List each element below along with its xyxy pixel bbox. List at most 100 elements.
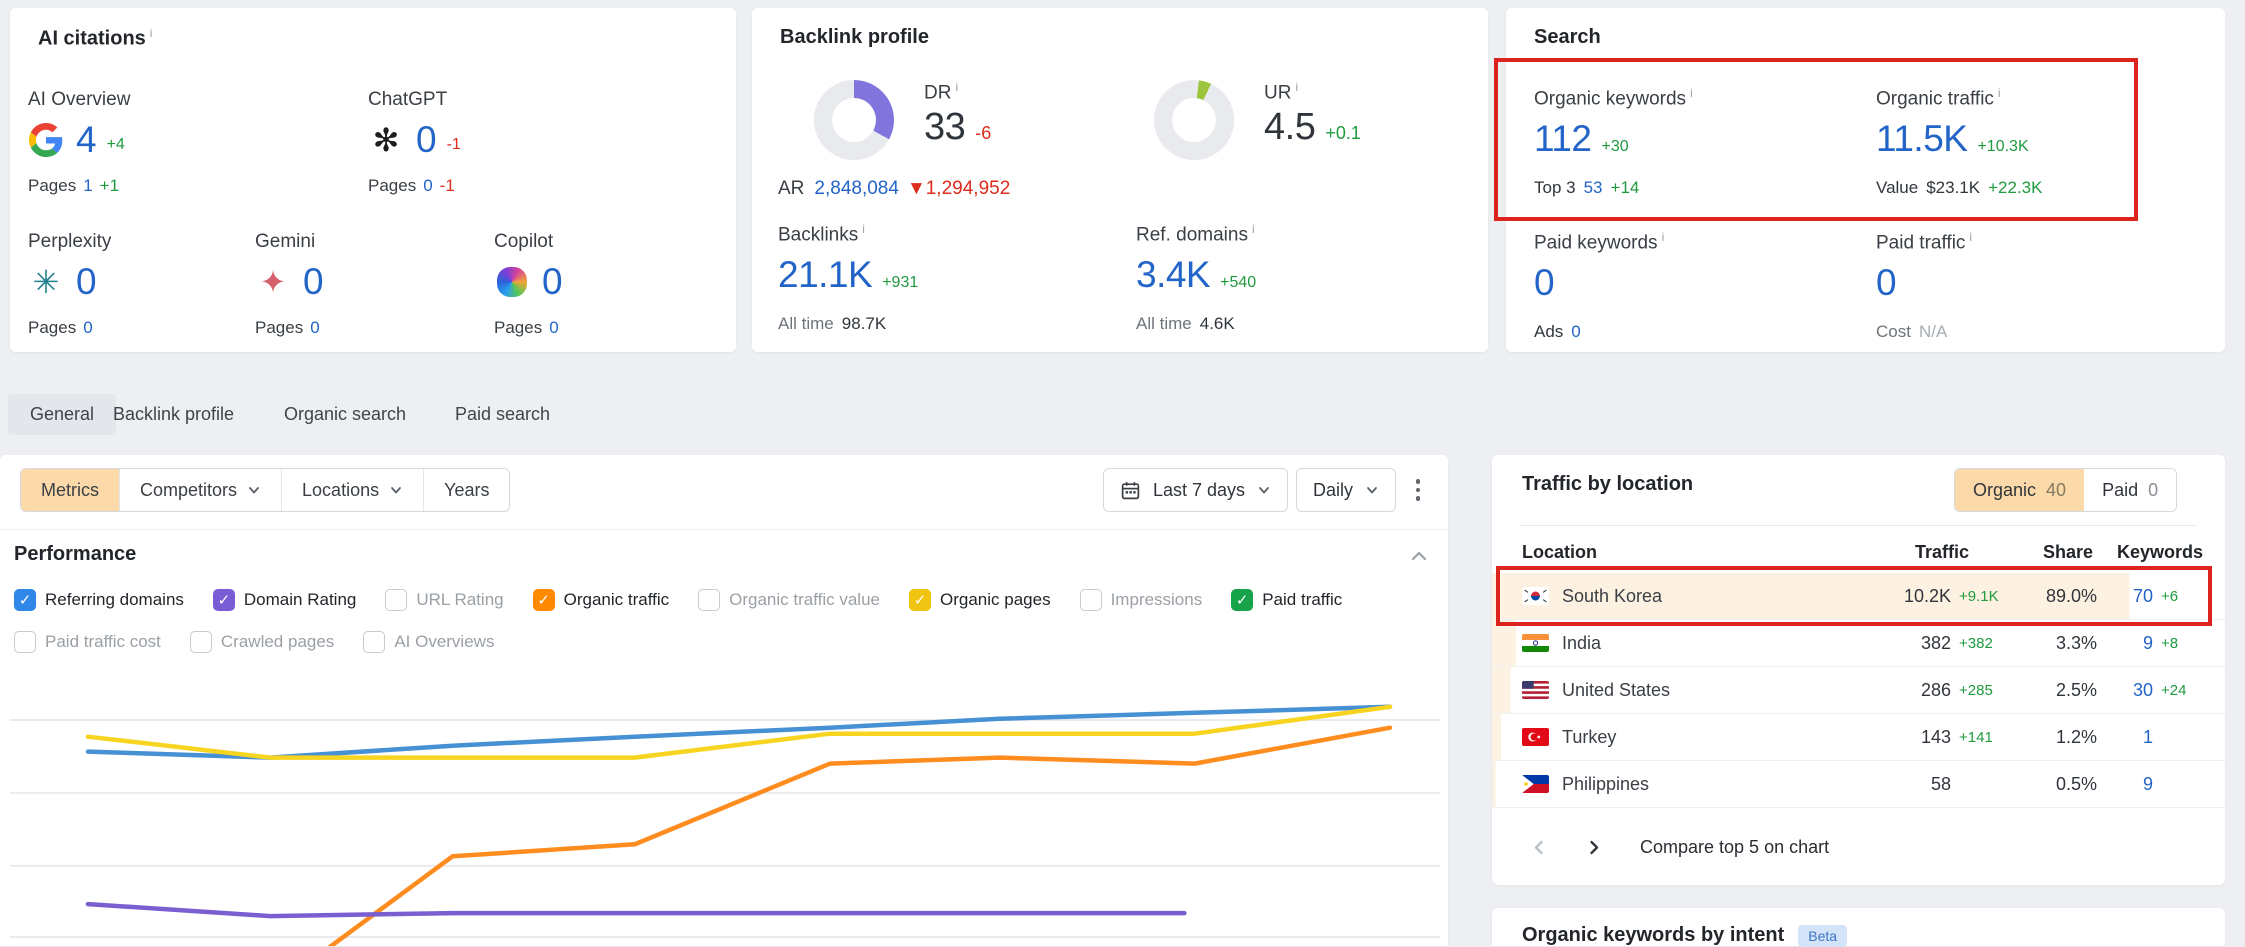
info-icon[interactable] bbox=[1690, 86, 1693, 100]
keywords-delta: +24 bbox=[2161, 681, 2187, 699]
paid-toggle-label: Paid bbox=[2102, 479, 2139, 500]
table-row-india[interactable]: India 382 +382 3.3% 9 +8 bbox=[1492, 620, 2225, 667]
info-icon[interactable] bbox=[1998, 86, 2001, 100]
table-row-south-korea[interactable]: South Korea 10.2K +9.1K 89.0% 70 +6 bbox=[1492, 573, 2225, 620]
backlinks-metric-value[interactable]: 21.1K bbox=[778, 254, 873, 296]
dr-donut-chart bbox=[814, 80, 894, 160]
organic-keywords-metric-value[interactable]: 112 bbox=[1534, 118, 1592, 160]
ai-source-label: ChatGPT bbox=[368, 89, 448, 110]
chart-line-domain-rating bbox=[85, 901, 1187, 919]
info-icon[interactable] bbox=[955, 80, 958, 94]
metric-checkbox-organic-traffic-value[interactable]: Organic traffic value bbox=[698, 589, 880, 611]
metric-checkbox-row: Paid traffic cost Crawled pages AI Overvie… bbox=[14, 631, 494, 653]
tab-organic-search[interactable]: Organic search bbox=[284, 404, 407, 424]
backlink-profile-card: Backlink profile DR 33 -6 UR 4.5 +0.1 AR 2,… bbox=[752, 8, 1488, 352]
info-icon[interactable] bbox=[1969, 230, 1972, 244]
locations-button[interactable]: Locations bbox=[282, 469, 425, 511]
next-page-icon[interactable] bbox=[1576, 830, 1610, 864]
ref-domains-metric-value-row: 3.4K +540 bbox=[1136, 254, 1256, 296]
chevron-down-icon bbox=[1257, 483, 1271, 497]
competitors-button-label: Competitors bbox=[140, 479, 238, 500]
checkbox[interactable] bbox=[212, 589, 235, 611]
ai-citation-value: ✳ 0 bbox=[28, 261, 97, 303]
checkbox[interactable] bbox=[1231, 589, 1254, 611]
calendar-icon bbox=[1120, 480, 1141, 501]
years-button[interactable]: Years bbox=[424, 469, 509, 511]
chart-line-organic-traffic bbox=[327, 725, 1393, 946]
ai-citations-title: AI citations bbox=[38, 26, 152, 51]
paid-keywords-metric-label-text: Paid keywords bbox=[1534, 232, 1658, 254]
metric-checkbox-organic-traffic[interactable]: Organic traffic bbox=[532, 589, 669, 611]
info-icon[interactable] bbox=[862, 222, 865, 236]
compare-top5-link[interactable]: Compare top 5 on chart bbox=[1640, 836, 1830, 857]
keywords-value[interactable]: 30 bbox=[2132, 679, 2153, 700]
table-row-philippines[interactable]: Philippines 58 0.5% 9 bbox=[1492, 761, 2225, 808]
keywords-value[interactable]: 1 bbox=[2142, 726, 2153, 747]
metric-checkbox-url-rating[interactable]: URL Rating bbox=[385, 589, 504, 611]
checkbox-label: Impressions bbox=[1110, 590, 1203, 609]
divider bbox=[0, 529, 1448, 530]
table-row-united-states[interactable]: United States 286 +285 2.5% 30 +24 bbox=[1492, 667, 2225, 714]
paid-count: 0 bbox=[2148, 479, 2159, 500]
chevron-up-icon[interactable] bbox=[1410, 549, 1428, 568]
keywords-value[interactable]: 70 bbox=[2132, 585, 2153, 606]
checkbox[interactable] bbox=[385, 589, 408, 611]
metric-checkbox-organic-pages[interactable]: Organic pages bbox=[909, 589, 1051, 611]
checkbox[interactable] bbox=[14, 631, 36, 653]
info-icon[interactable] bbox=[1662, 230, 1665, 244]
metric-checkbox-crawled-pages[interactable]: Crawled pages bbox=[189, 631, 334, 653]
metric-checkbox-paid-traffic-cost[interactable]: Paid traffic cost bbox=[14, 631, 161, 653]
organic-traffic-metric-value[interactable]: 11.5K bbox=[1876, 118, 1968, 160]
info-icon[interactable] bbox=[150, 26, 153, 40]
performance-line-chart bbox=[10, 704, 1440, 946]
metric-checkbox-referring-domains[interactable]: Referring domains bbox=[14, 589, 184, 611]
checkbox[interactable] bbox=[909, 589, 931, 611]
ai-source-label: Copilot bbox=[494, 231, 554, 252]
tab-paid-search[interactable]: Paid search bbox=[455, 404, 551, 424]
ref-domains-metric-value[interactable]: 3.4K bbox=[1136, 254, 1211, 296]
paid-keywords-metric-value[interactable]: 0 bbox=[1534, 262, 1555, 304]
checkbox[interactable] bbox=[532, 589, 555, 611]
ai-source-label: Perplexity bbox=[28, 231, 112, 252]
location-table-pager: Compare top 5 on chart bbox=[1492, 819, 2225, 875]
date-range-dropdown[interactable]: Last 7 days bbox=[1103, 468, 1289, 512]
granularity-dropdown[interactable]: Daily bbox=[1296, 468, 1397, 512]
info-icon[interactable] bbox=[1295, 80, 1298, 94]
keywords-value[interactable]: 9 bbox=[2142, 632, 2153, 653]
share-value: 89.0% bbox=[2045, 585, 2097, 606]
paid-traffic-metric-value[interactable]: 0 bbox=[1876, 262, 1897, 304]
metric-checkbox-impressions[interactable]: Impressions bbox=[1079, 589, 1203, 611]
column-header-traffic: Traffic bbox=[1914, 541, 1969, 562]
info-icon[interactable] bbox=[1252, 222, 1255, 236]
competitors-button[interactable]: Competitors bbox=[120, 469, 283, 511]
prev-page-icon[interactable] bbox=[1522, 830, 1556, 864]
checkbox[interactable] bbox=[363, 631, 386, 653]
organic-traffic-metric-sub-item: +22.3K bbox=[1988, 178, 2043, 197]
metric-checkbox-paid-traffic[interactable]: Paid traffic bbox=[1231, 589, 1342, 611]
table-row-turkey[interactable]: Turkey 143 +141 1.2% 1 bbox=[1492, 714, 2225, 761]
share-value: 3.3% bbox=[2055, 632, 2097, 653]
checkbox[interactable] bbox=[698, 589, 721, 611]
tab-backlink-profile[interactable]: Backlink profile bbox=[113, 404, 235, 424]
traffic-delta: +9.1K bbox=[1959, 587, 1999, 605]
ref-domains-metric-label-text: Ref. domains bbox=[1136, 224, 1248, 246]
metrics-button[interactable]: Metrics bbox=[21, 469, 120, 511]
kebab-menu-icon[interactable] bbox=[1408, 475, 1428, 505]
metric-checkbox-ai-overviews[interactable]: AI Overviews bbox=[363, 631, 494, 653]
paid-traffic-metric: Paid traffic 0 Cost N/A bbox=[1876, 230, 1972, 341]
metric-checkbox-domain-rating[interactable]: Domain Rating bbox=[212, 589, 356, 611]
checkbox[interactable] bbox=[1079, 589, 1102, 611]
backlinks-metric: Backlinks 21.1K +931 All time 98.7K bbox=[778, 222, 918, 333]
organic-keywords-metric: Organic keywords 112 +30 Top 3 53 +14 bbox=[1534, 86, 1693, 197]
tab-general[interactable]: General bbox=[8, 394, 117, 435]
years-button-label: Years bbox=[444, 479, 490, 500]
paid-toggle-button[interactable]: Paid 0 bbox=[2084, 469, 2177, 511]
keywords-value[interactable]: 9 bbox=[2142, 773, 2153, 794]
ai-citations-card: AI citations AI Overview4+4Pages1+1ChatG… bbox=[10, 8, 736, 352]
ar-value[interactable]: 2,848,084 bbox=[814, 178, 899, 199]
organic-toggle-label: Organic bbox=[1973, 479, 2037, 500]
organic-keywords-metric-label-text: Organic keywords bbox=[1534, 88, 1687, 110]
checkbox[interactable] bbox=[14, 589, 36, 611]
checkbox[interactable] bbox=[189, 631, 212, 653]
organic-toggle-button[interactable]: Organic 40 bbox=[1955, 469, 2085, 511]
